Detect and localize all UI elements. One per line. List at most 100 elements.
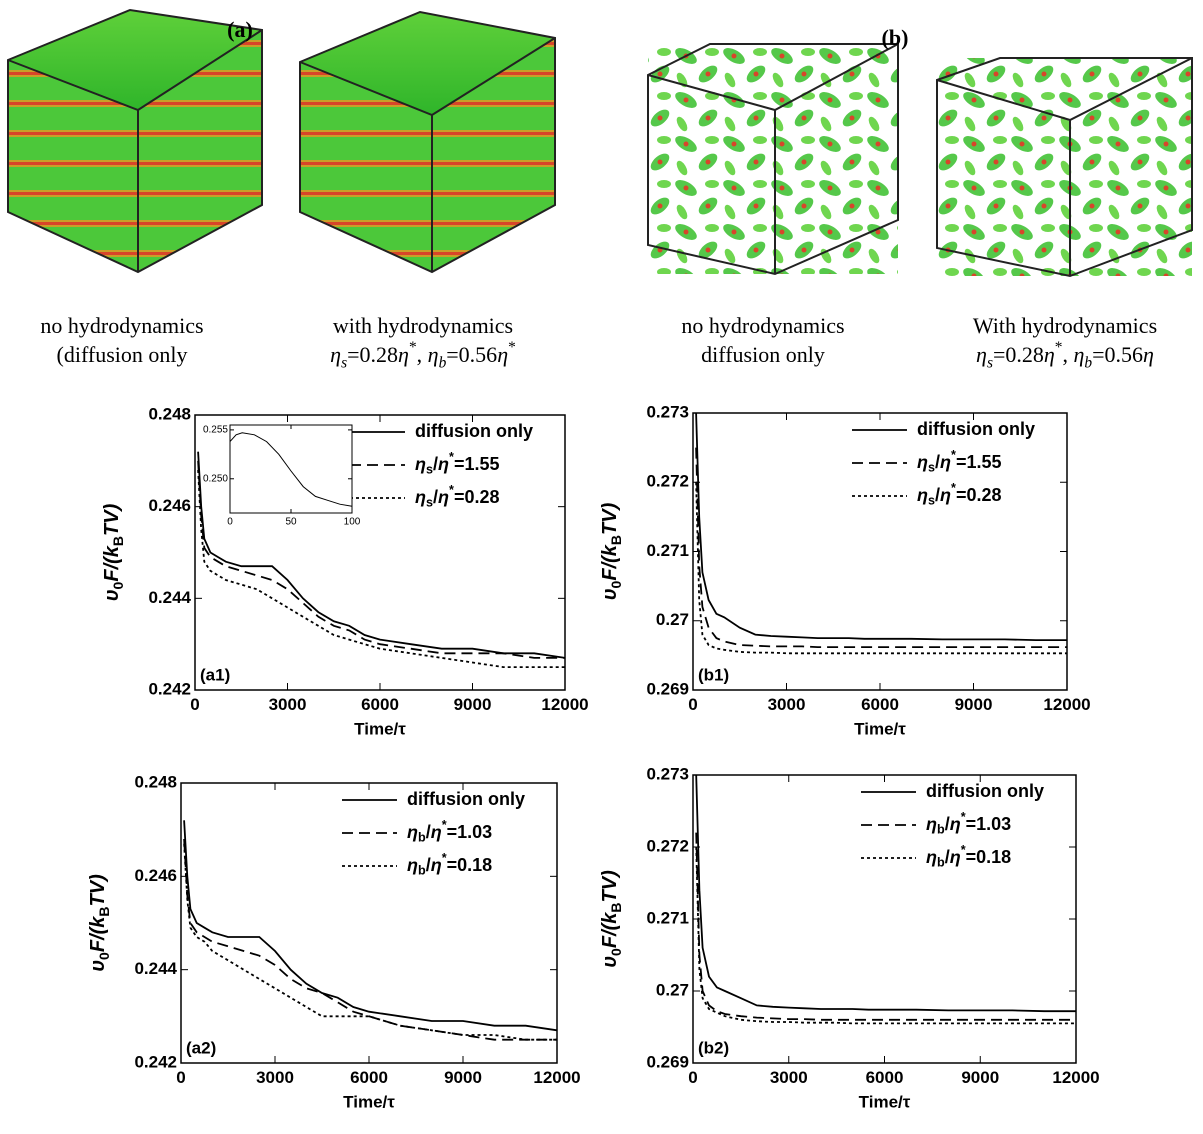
text-part: / (945, 814, 950, 834)
x-tick-label: 12000 (1052, 1068, 1099, 1087)
y-tick-label: 0.246 (148, 496, 191, 515)
text-part: diffusion only (917, 419, 1035, 439)
text-part: TV) (87, 874, 109, 907)
text-part: η (950, 847, 961, 867)
y-tick-label: 0.269 (646, 679, 689, 698)
data-line (229, 432, 353, 507)
data-line (183, 838, 557, 1041)
x-tick-label: 9000 (955, 695, 993, 714)
x-tick-label: 3000 (256, 1068, 294, 1087)
x-axis-label: Time/τ (854, 719, 906, 738)
text-part: / (945, 847, 950, 867)
text-part: η (940, 452, 951, 472)
text-part: =0.56 (1092, 342, 1143, 367)
text-part: υ (599, 956, 621, 968)
legend-label: ηs/η*=1.55 (415, 450, 499, 477)
text-part: η (917, 452, 928, 472)
y-tick-label: 0.271 (646, 541, 689, 560)
text-part: * (951, 448, 956, 462)
text-part: υ (599, 588, 621, 600)
legend-label: ηs/η*=1.55 (917, 448, 1001, 475)
data-line (183, 820, 558, 1032)
x-tick-label: 0 (227, 517, 233, 528)
text-part: * (449, 483, 454, 497)
text-part: η (497, 342, 508, 367)
data-line (197, 469, 565, 668)
y-axis-label: υ0F/(kBTV) (599, 870, 623, 968)
x-tick-label: 0 (688, 695, 697, 714)
x-tick-label: 3000 (768, 695, 806, 714)
text-part: η (917, 485, 928, 505)
text-part: / (433, 487, 438, 507)
y-tick-label: 0.248 (134, 772, 177, 791)
x-tick-label: 100 (344, 517, 361, 528)
text-part: B (96, 906, 112, 916)
text-part: η (926, 847, 937, 867)
text-part: η (976, 342, 987, 367)
cube-a-right (299, 10, 556, 274)
text-part: * (508, 339, 516, 356)
text-part: TV) (101, 503, 123, 536)
text-part: * (449, 450, 454, 464)
text-part: =0.18 (447, 855, 493, 875)
text-part: / (426, 855, 431, 875)
y-tick-label: 0.246 (134, 866, 177, 885)
text-part: η (428, 342, 439, 367)
text-part: υ (101, 589, 123, 601)
text-part: s (928, 461, 935, 475)
legend-label: diffusion only (415, 421, 533, 441)
cube-b-left (647, 43, 899, 276)
text-part: =0.28 (956, 485, 1002, 505)
x-tick-label: 6000 (861, 695, 899, 714)
text-part: B (110, 536, 126, 546)
text-part: =0.28 (993, 342, 1044, 367)
plot-frame (229, 424, 353, 514)
y-tick-label: 0.255 (203, 425, 228, 436)
legend-label: ηb/η*=1.03 (926, 810, 1011, 837)
y-tick-label: 0.272 (646, 836, 689, 855)
x-tick-label: 0 (190, 695, 199, 714)
text-part: s (341, 354, 347, 371)
text-part: η (415, 487, 426, 507)
x-tick-label: 12000 (533, 1068, 580, 1087)
caption: With hydrodynamics (973, 313, 1157, 338)
text-part: * (442, 818, 447, 832)
text-part: diffusion only (415, 421, 533, 441)
x-tick-label: 6000 (866, 1068, 904, 1087)
y-tick-label: 0.273 (646, 764, 689, 783)
data-line (197, 460, 565, 659)
y-tick-label: 0.27 (656, 610, 689, 629)
text-part: diffusion only (407, 789, 525, 809)
y-tick-label: 0.272 (646, 472, 689, 491)
y-tick-label: 0.242 (134, 1052, 177, 1071)
text-part: F/(k (599, 912, 621, 948)
caption: ηs=0.28η*, ηb=0.56η* (330, 339, 516, 371)
caption: with hydrodynamics (333, 313, 513, 338)
text-part: TV) (599, 870, 621, 903)
panel-label: (b) (882, 25, 909, 50)
data-line (197, 451, 566, 659)
text-part: η (407, 822, 418, 842)
x-axis-label: Time/τ (859, 1092, 911, 1111)
caption: diffusion only (701, 342, 825, 367)
legend-label: ηb/η*=0.18 (926, 843, 1011, 870)
text-part: =1.03 (966, 814, 1012, 834)
x-tick-label: 0 (688, 1068, 697, 1087)
text-part: η (1044, 342, 1055, 367)
text-part: * (951, 481, 956, 495)
text-part: / (935, 452, 940, 472)
panel-label: (b1) (698, 665, 729, 684)
text-part: F/(k (599, 544, 621, 580)
legend-label: ηs/η*=0.28 (917, 481, 1001, 508)
text-part: s (426, 496, 433, 510)
text-part: 0 (608, 580, 624, 588)
text-part: η (1074, 342, 1085, 367)
text-part: * (961, 810, 966, 824)
y-axis-label: υ0F/(kBTV) (101, 503, 125, 601)
text-part: b (1084, 354, 1092, 371)
text-part: =1.55 (956, 452, 1002, 472)
panel-label: (b2) (698, 1038, 729, 1057)
text-part: F/(k (101, 545, 123, 581)
legend-label: diffusion only (926, 781, 1044, 801)
